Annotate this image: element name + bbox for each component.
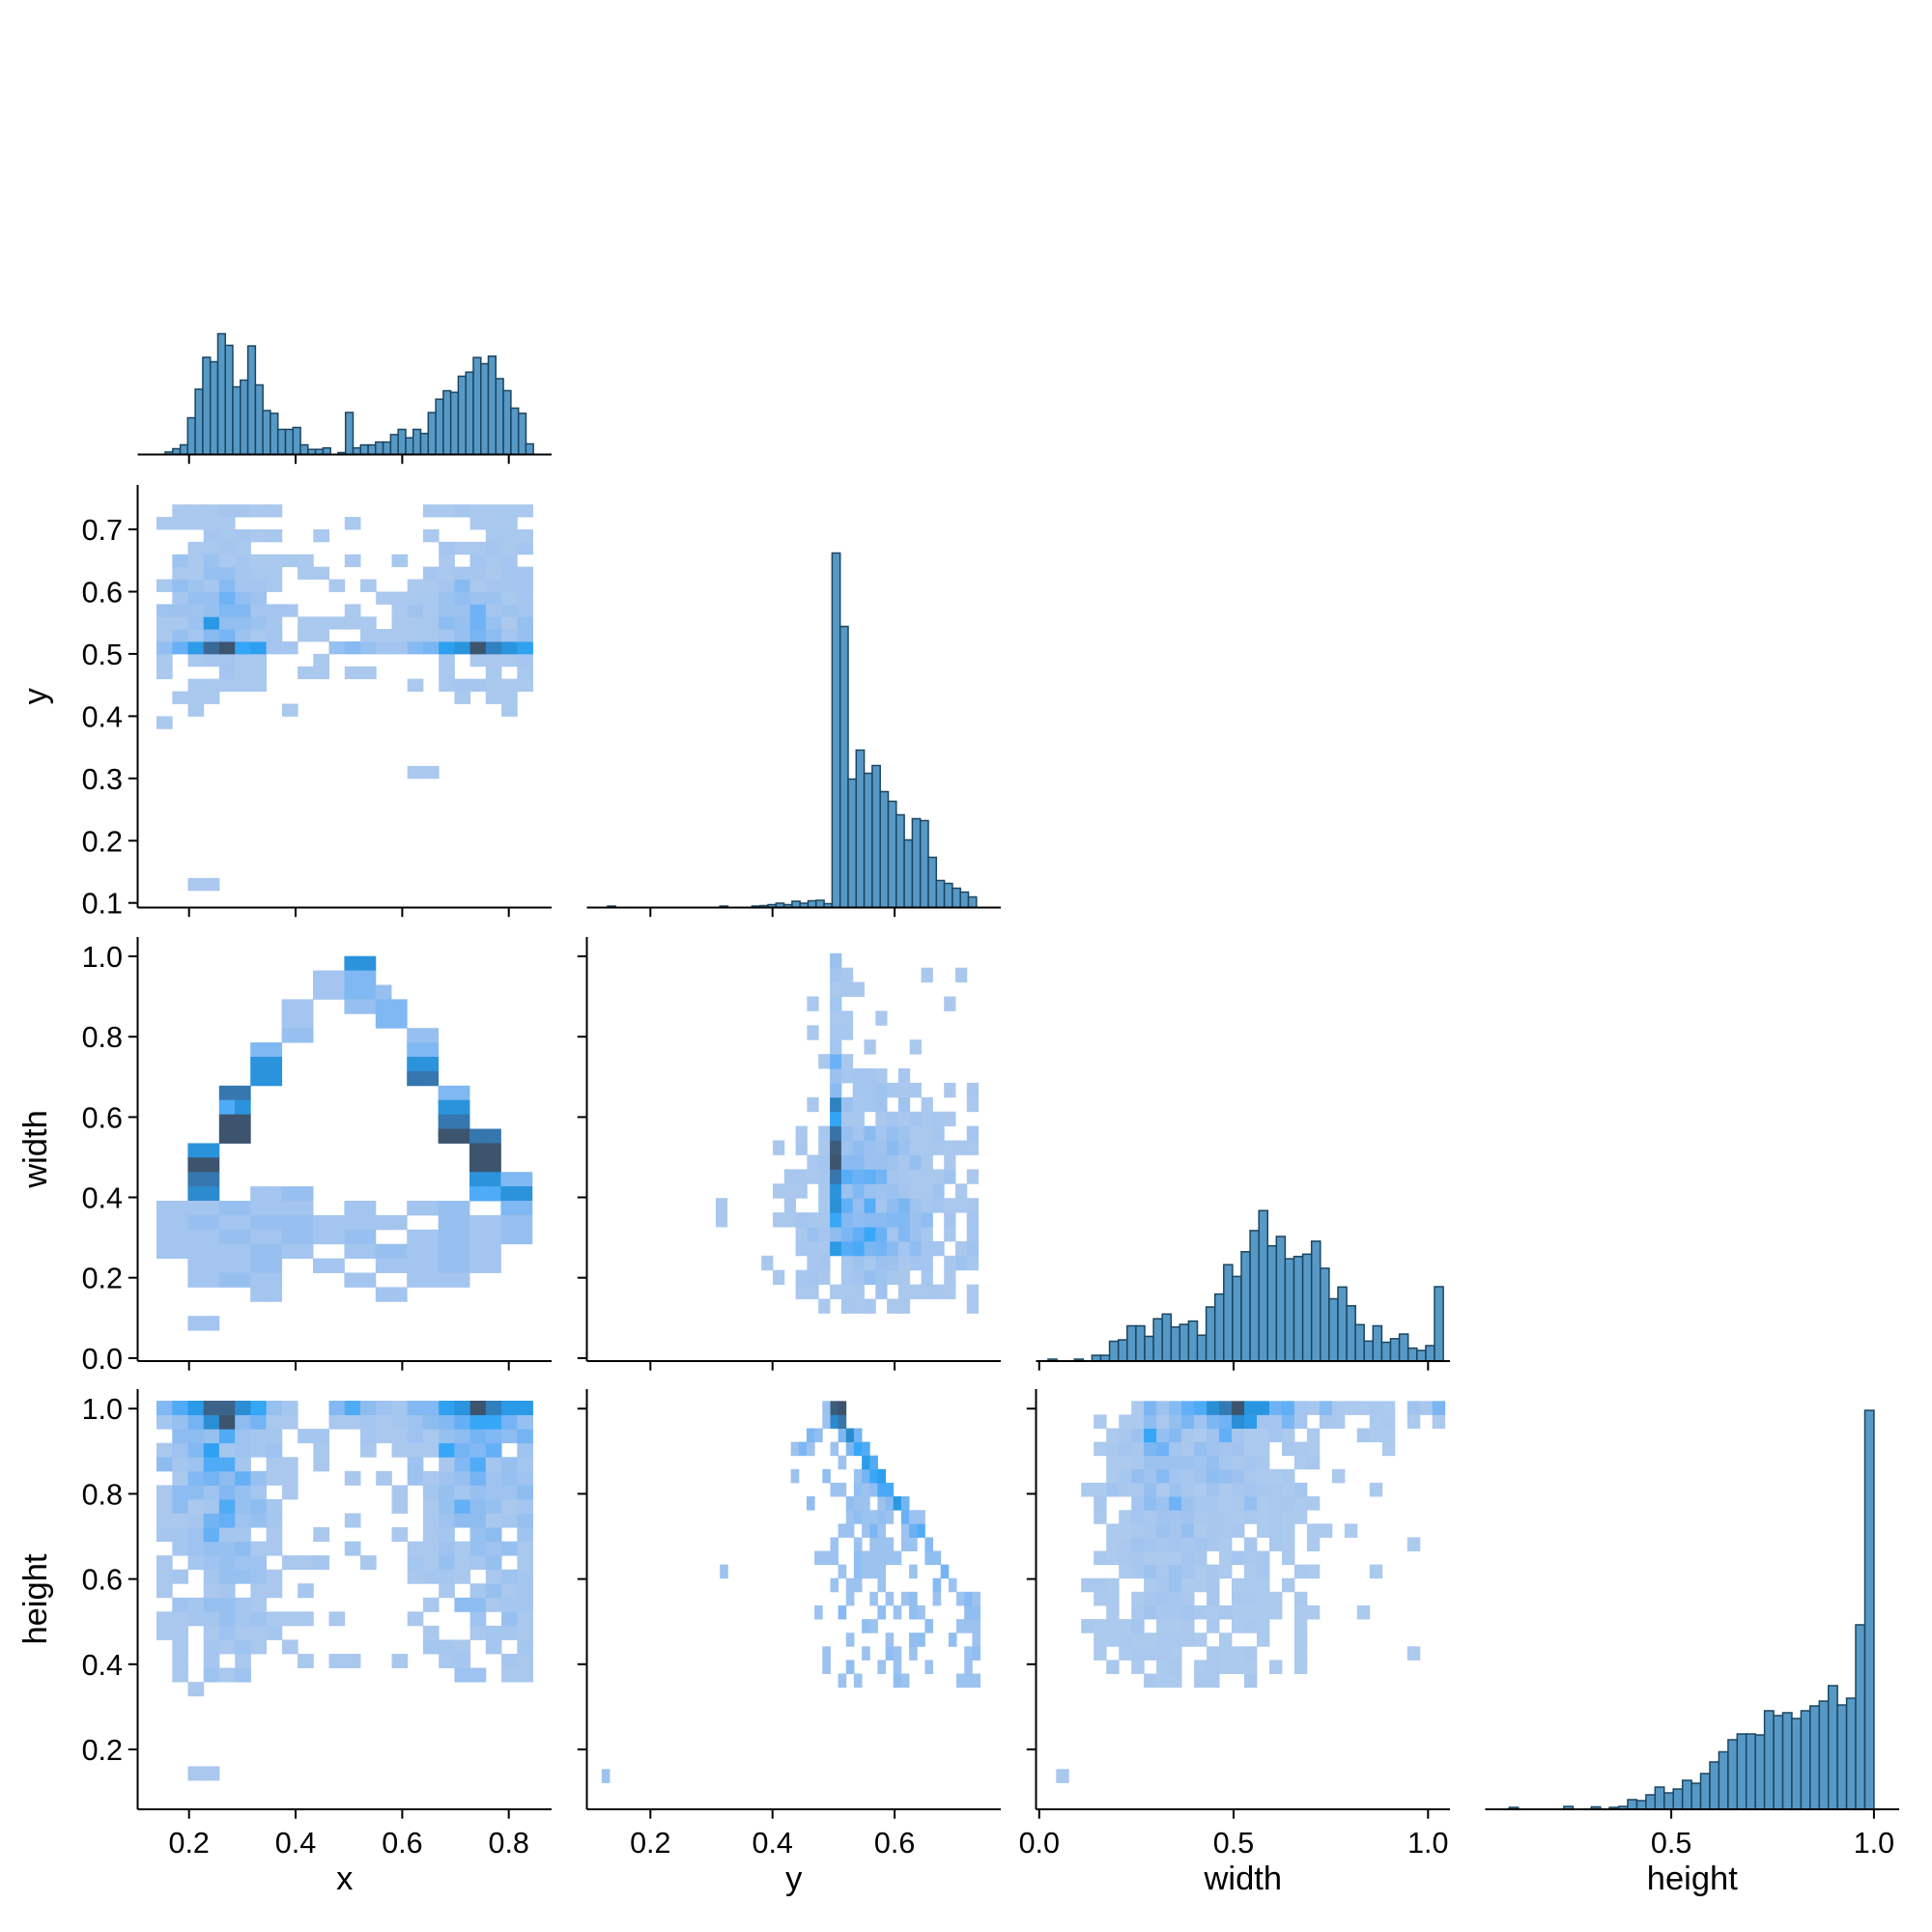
svg-text:0.2: 0.2 — [168, 1827, 209, 1860]
svg-text:y: y — [785, 1861, 803, 1897]
svg-text:x: x — [336, 1861, 353, 1897]
svg-text:0.6: 0.6 — [82, 1101, 123, 1134]
svg-text:0.4: 0.4 — [82, 700, 123, 733]
svg-text:0.7: 0.7 — [82, 514, 123, 547]
svg-text:0.4: 0.4 — [82, 1182, 123, 1215]
svg-text:0.2: 0.2 — [630, 1827, 670, 1860]
svg-text:0.5: 0.5 — [82, 639, 123, 671]
svg-text:0.4: 0.4 — [275, 1827, 316, 1860]
svg-text:0.2: 0.2 — [82, 825, 123, 858]
svg-text:0.6: 0.6 — [382, 1827, 422, 1860]
svg-text:0.5: 0.5 — [1651, 1827, 1691, 1860]
svg-text:width: width — [1204, 1861, 1283, 1897]
svg-text:0.3: 0.3 — [82, 763, 123, 796]
svg-text:0.2: 0.2 — [82, 1734, 123, 1767]
svg-text:0.0: 0.0 — [1019, 1827, 1060, 1860]
svg-text:0.8: 0.8 — [82, 1478, 123, 1511]
svg-text:0.2: 0.2 — [82, 1263, 123, 1295]
svg-text:0.4: 0.4 — [752, 1827, 792, 1860]
svg-text:1.0: 1.0 — [82, 1393, 123, 1426]
svg-text:1.0: 1.0 — [82, 941, 123, 974]
svg-text:width: width — [17, 1110, 54, 1189]
svg-text:1.0: 1.0 — [1407, 1827, 1448, 1860]
svg-text:height: height — [17, 1553, 54, 1644]
svg-text:0.1: 0.1 — [82, 888, 123, 921]
svg-text:0.6: 0.6 — [82, 577, 123, 610]
svg-text:0.4: 0.4 — [82, 1649, 123, 1682]
svg-text:1.0: 1.0 — [1854, 1827, 1894, 1860]
svg-text:y: y — [17, 687, 54, 704]
svg-text:height: height — [1647, 1861, 1738, 1897]
svg-text:0.8: 0.8 — [488, 1827, 528, 1860]
svg-text:0.5: 0.5 — [1213, 1827, 1254, 1860]
svg-text:0.6: 0.6 — [82, 1564, 123, 1597]
svg-text:0.6: 0.6 — [874, 1827, 915, 1860]
svg-text:0.0: 0.0 — [82, 1343, 123, 1376]
svg-text:0.8: 0.8 — [82, 1021, 123, 1054]
